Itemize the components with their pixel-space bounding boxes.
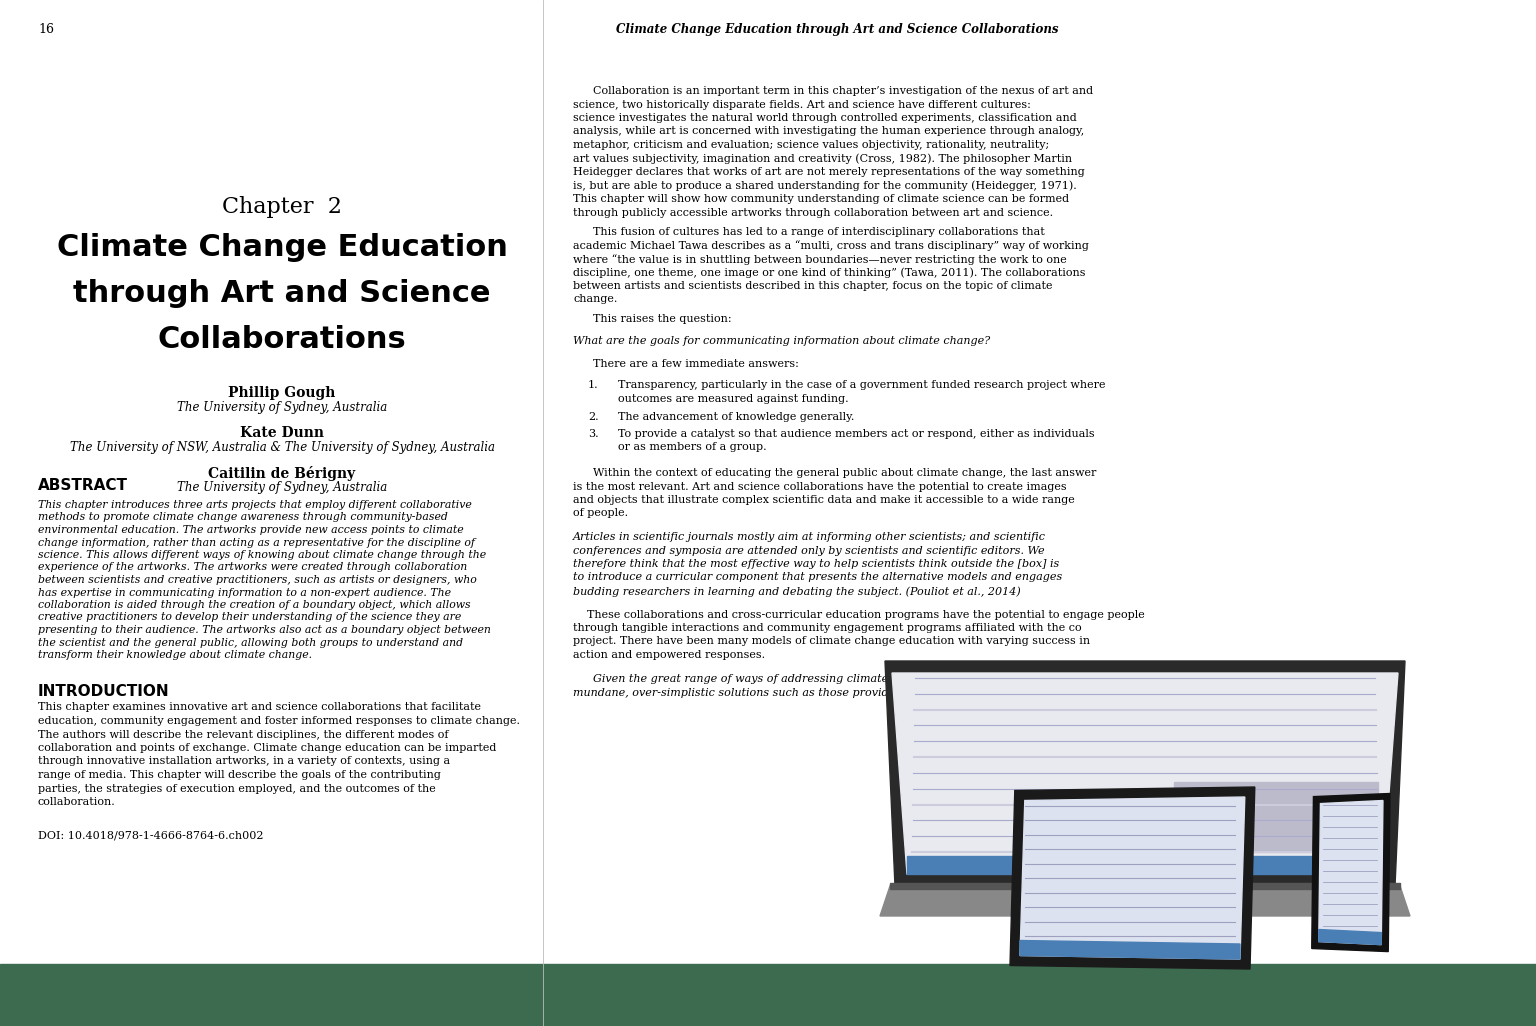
Polygon shape bbox=[906, 856, 1382, 874]
Text: presenting to their audience. The artworks also act as a boundary object between: presenting to their audience. The artwor… bbox=[38, 625, 492, 635]
Text: range of media. This chapter will describe the goals of the contributing: range of media. This chapter will descri… bbox=[38, 770, 441, 780]
Text: discipline, one theme, one image or one kind of thinking” (Tawa, 2011). The coll: discipline, one theme, one image or one … bbox=[573, 268, 1086, 278]
Text: Caitilin de Bérigny: Caitilin de Bérigny bbox=[209, 466, 356, 481]
Bar bbox=[889, 883, 1399, 889]
Text: is the most relevant. Art and science collaborations have the potential to creat: is the most relevant. Art and science co… bbox=[573, 481, 1066, 491]
Text: collaboration and points of exchange. Climate change education can be imparted: collaboration and points of exchange. Cl… bbox=[38, 743, 496, 753]
Text: 2.: 2. bbox=[588, 411, 599, 422]
Text: of people.: of people. bbox=[573, 509, 628, 518]
Text: Collaboration is an important term in this chapter’s investigation of the nexus : Collaboration is an important term in th… bbox=[593, 86, 1094, 96]
Text: metaphor, criticism and evaluation; science values objectivity, rationality, neu: metaphor, criticism and evaluation; scie… bbox=[573, 140, 1049, 150]
Text: science, two historically disparate fields. Art and science have different cultu: science, two historically disparate fiel… bbox=[573, 100, 1031, 110]
Text: collaboration is aided through the creation of a boundary object, which allows: collaboration is aided through the creat… bbox=[38, 600, 470, 610]
Text: experience of the artworks. The artworks were created through collaboration: experience of the artworks. The artworks… bbox=[38, 562, 467, 573]
Text: What are the goals for communicating information about climate change?: What are the goals for communicating inf… bbox=[573, 336, 991, 346]
Text: The advancement of knowledge generally.: The advancement of knowledge generally. bbox=[617, 411, 854, 422]
Text: This chapter will show how community understanding of climate science can be for: This chapter will show how community und… bbox=[573, 194, 1069, 204]
Text: This chapter examines innovative art and science collaborations that facilitate: This chapter examines innovative art and… bbox=[38, 703, 481, 712]
Text: methods to promote climate change awareness through community-based: methods to promote climate change awaren… bbox=[38, 513, 449, 522]
Polygon shape bbox=[1319, 800, 1382, 945]
Text: parties, the strategies of execution employed, and the outcomes of the: parties, the strategies of execution emp… bbox=[38, 784, 436, 793]
Text: analysis, while art is concerned with investigating the human experience through: analysis, while art is concerned with in… bbox=[573, 126, 1084, 136]
Text: The University of Sydney, Australia: The University of Sydney, Australia bbox=[177, 401, 387, 415]
Text: 3.: 3. bbox=[588, 429, 599, 439]
Text: through Art and Science: through Art and Science bbox=[74, 279, 490, 308]
Text: The University of NSW, Australia & The University of Sydney, Australia: The University of NSW, Australia & The U… bbox=[69, 441, 495, 453]
Polygon shape bbox=[880, 886, 1410, 916]
Text: collaboration.: collaboration. bbox=[38, 797, 115, 807]
Text: This fusion of cultures has led to a range of interdisciplinary collaborations t: This fusion of cultures has led to a ran… bbox=[593, 227, 1044, 237]
Text: Transparency, particularly in the case of a government funded research project w: Transparency, particularly in the case o… bbox=[617, 381, 1106, 391]
Text: art values subjectivity, imagination and creativity (Cross, 1982). The philosoph: art values subjectivity, imagination and… bbox=[573, 154, 1072, 164]
Text: To provide a catalyst so that audience members act or respond, either as individ: To provide a catalyst so that audience m… bbox=[617, 429, 1095, 439]
Text: DOI: 10.4018/978-1-4666-8764-6.ch002: DOI: 10.4018/978-1-4666-8764-6.ch002 bbox=[38, 830, 264, 840]
Text: science investigates the natural world through controlled experiments, classific: science investigates the natural world t… bbox=[573, 113, 1077, 123]
Text: This chapter introduces three arts projects that employ different collaborative: This chapter introduces three arts proje… bbox=[38, 500, 472, 510]
Text: action and empowered responses.: action and empowered responses. bbox=[573, 650, 765, 660]
Text: mundane, over-simplistic solutions such as those provided in Al Gore’s list of ‘: mundane, over-simplistic solutions such … bbox=[573, 687, 1084, 698]
Text: Chapter  2: Chapter 2 bbox=[223, 196, 343, 218]
Polygon shape bbox=[1011, 787, 1255, 969]
Text: or as members of a group.: or as members of a group. bbox=[617, 442, 766, 452]
Bar bbox=[0, 964, 1536, 1026]
Text: education, community engagement and foster informed responses to climate change.: education, community engagement and fost… bbox=[38, 716, 521, 726]
Text: 16: 16 bbox=[38, 23, 54, 36]
Text: the scientist and the general public, allowing both groups to understand and: the scientist and the general public, al… bbox=[38, 637, 464, 647]
Text: through tangible interactions and community engagement programs affiliated with : through tangible interactions and commun… bbox=[573, 623, 1081, 633]
Text: to introduce a curricular component that presents the alternative models and eng: to introduce a curricular component that… bbox=[573, 573, 1063, 583]
Text: change.: change. bbox=[573, 294, 617, 305]
Text: between artists and scientists described in this chapter, focus on the topic of : between artists and scientists described… bbox=[573, 281, 1052, 291]
Text: This raises the question:: This raises the question: bbox=[593, 314, 731, 324]
Text: Kate Dunn: Kate Dunn bbox=[240, 426, 324, 440]
Text: These collaborations and cross-curricular education programs have the potential : These collaborations and cross-curricula… bbox=[573, 609, 1144, 620]
Text: Collaborations: Collaborations bbox=[158, 325, 407, 354]
Text: Within the context of educating the general public about climate change, the las: Within the context of educating the gene… bbox=[593, 468, 1097, 478]
Text: where “the value is in shuttling between boundaries—never restricting the work t: where “the value is in shuttling between… bbox=[573, 254, 1066, 265]
Text: is, but are able to produce a shared understanding for the community (Heidegger,: is, but are able to produce a shared und… bbox=[573, 181, 1077, 191]
Text: creative practitioners to develop their understanding of the science they are: creative practitioners to develop their … bbox=[38, 613, 461, 623]
Text: There are a few immediate answers:: There are a few immediate answers: bbox=[593, 359, 799, 369]
Polygon shape bbox=[1020, 797, 1244, 959]
Text: between scientists and creative practitioners, such as artists or designers, who: between scientists and creative practiti… bbox=[38, 575, 476, 585]
Text: project. There have been many models of climate change education with varying su: project. There have been many models of … bbox=[573, 636, 1091, 646]
Polygon shape bbox=[1174, 782, 1378, 852]
Polygon shape bbox=[892, 673, 1398, 874]
Text: through publicly accessible artworks through collaboration between art and scien: through publicly accessible artworks thr… bbox=[573, 207, 1054, 218]
Text: academic Michael Tawa describes as a “multi, cross and trans disciplinary” way o: academic Michael Tawa describes as a “mu… bbox=[573, 240, 1089, 251]
Text: conferences and symposia are attended only by scientists and scientific editors.: conferences and symposia are attended on… bbox=[573, 546, 1044, 555]
Text: Phillip Gough: Phillip Gough bbox=[229, 386, 336, 400]
Text: therefore think that the most effective way to help scientists think outside the: therefore think that the most effective … bbox=[573, 559, 1060, 569]
Text: Climate Change Education: Climate Change Education bbox=[57, 233, 507, 262]
Text: transform their knowledge about climate change.: transform their knowledge about climate … bbox=[38, 650, 312, 660]
Text: Articles in scientific journals mostly aim at informing other scientists; and sc: Articles in scientific journals mostly a… bbox=[573, 532, 1046, 542]
Text: budding researchers in learning and debating the subject. (Pouliot et al., 2014): budding researchers in learning and deba… bbox=[573, 586, 1021, 596]
Text: Climate Change Education through Art and Science Collaborations: Climate Change Education through Art and… bbox=[616, 23, 1058, 36]
Text: INTRODUCTION: INTRODUCTION bbox=[38, 684, 169, 700]
Polygon shape bbox=[1319, 930, 1381, 945]
Polygon shape bbox=[1020, 941, 1240, 959]
Text: environmental education. The artworks provide new access points to climate: environmental education. The artworks pr… bbox=[38, 525, 464, 535]
Polygon shape bbox=[1312, 793, 1390, 951]
Text: outcomes are measured against funding.: outcomes are measured against funding. bbox=[617, 394, 848, 404]
Text: and objects that illustrate complex scientific data and make it accessible to a : and objects that illustrate complex scie… bbox=[573, 495, 1075, 505]
Text: The authors will describe the relevant disciplines, the different modes of: The authors will describe the relevant d… bbox=[38, 729, 449, 740]
Text: science. This allows different ways of knowing about climate change through the: science. This allows different ways of k… bbox=[38, 550, 485, 560]
Polygon shape bbox=[885, 661, 1405, 886]
Text: Given the great range of ways of addressing climate change we reel from apocalyp: Given the great range of ways of address… bbox=[593, 673, 1087, 683]
Text: The University of Sydney, Australia: The University of Sydney, Australia bbox=[177, 481, 387, 494]
Text: Heidegger declares that works of art are not merely representations of the way s: Heidegger declares that works of art are… bbox=[573, 167, 1084, 177]
Text: has expertise in communicating information to a non-expert audience. The: has expertise in communicating informati… bbox=[38, 588, 452, 597]
Text: through innovative installation artworks, in a variety of contexts, using a: through innovative installation artworks… bbox=[38, 756, 450, 766]
Text: change information, rather than acting as a representative for the discipline of: change information, rather than acting a… bbox=[38, 538, 475, 548]
Text: 1.: 1. bbox=[588, 381, 599, 391]
Text: ABSTRACT: ABSTRACT bbox=[38, 478, 127, 494]
